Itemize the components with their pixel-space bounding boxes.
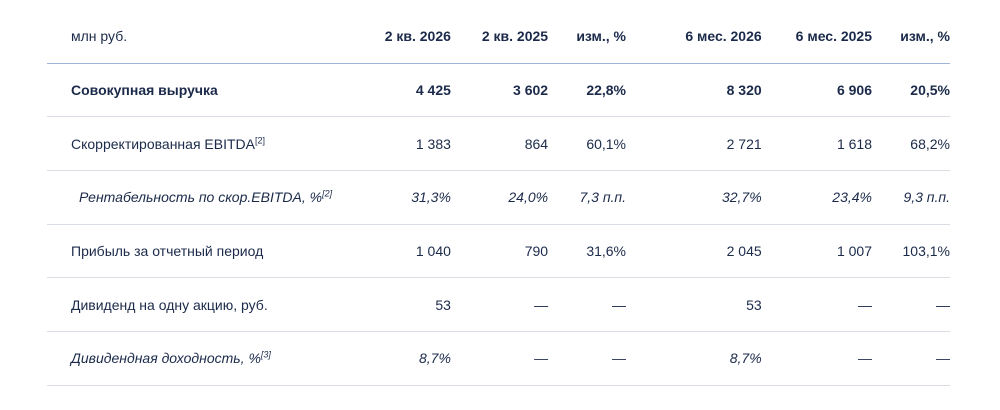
col-header-6m-2026: 6 мес. 2026 (685, 28, 762, 45)
table-header-row: млн руб. 2 кв. 2026 2 кв. 2025 изм., % 6… (47, 10, 950, 63)
cell: 23,4% (832, 189, 872, 206)
col-header-q2-2026: 2 кв. 2026 (384, 28, 451, 45)
row-label-text: Дивидендная доходность, % (71, 350, 261, 367)
row-label: Совокупная выручка (47, 63, 371, 117)
cell: 8,7% (729, 350, 762, 367)
table-row-adjusted-ebitda: Скорректированная EBITDA[2] 1 383 864 60… (47, 117, 950, 171)
cell: 1 040 (415, 242, 451, 259)
col-header-6m-2025: 6 мес. 2025 (795, 28, 872, 45)
cell: 31,6% (586, 242, 627, 259)
row-label-text: Совокупная выручка (71, 81, 218, 98)
row-label-text: Скорректированная EBITDA (71, 135, 255, 152)
row-label: Скорректированная EBITDA[2] (47, 117, 371, 171)
cell: 20,5% (910, 81, 950, 98)
row-label: Рентабельность по скор.EBITDA, %[2] (47, 170, 371, 224)
table-row-dividend-yield: Дивидендная доходность, %[3] 8,7% — — 8,… (47, 331, 950, 386)
cell: 4 425 (415, 81, 451, 98)
table-row-ebitda-margin: Рентабельность по скор.EBITDA, %[2] 31,3… (47, 170, 950, 225)
footnote-ref[interactable]: [2] (322, 188, 333, 199)
cell: — (534, 296, 549, 313)
cell: — (612, 296, 627, 313)
unit-header: млн руб. (71, 28, 128, 45)
row-label-text: Рентабельность по скор.EBITDA, % (79, 189, 323, 206)
row-label-text: Прибыль за отчетный период (71, 242, 264, 259)
cell: 3 602 (513, 81, 549, 98)
cell: 2 721 (726, 135, 762, 152)
cell: 1 383 (415, 135, 451, 152)
table-row-net-profit: Прибыль за отчетный период 1 040 790 31,… (47, 224, 950, 278)
cell: 790 (524, 242, 549, 259)
row-label: Дивидендная доходность, %[3] (47, 331, 371, 385)
cell: 9,3 п.п. (903, 189, 950, 206)
cell: 53 (435, 296, 451, 313)
cell: 68,2% (910, 135, 950, 152)
financial-summary-table-container: млн руб. 2 кв. 2026 2 кв. 2025 изм., % 6… (47, 10, 950, 386)
table-row-total-revenue: Совокупная выручка 4 425 3 602 22,8% 8 3… (47, 63, 950, 117)
financial-summary-table: млн руб. 2 кв. 2026 2 кв. 2025 изм., % 6… (47, 10, 950, 386)
table-row-dividend-per-share: Дивиденд на одну акцию, руб. 53 — — 53 —… (47, 278, 950, 332)
col-header-q-change: изм., % (576, 28, 627, 45)
cell: 8,7% (418, 350, 451, 367)
cell: 24,0% (508, 189, 549, 206)
cell: — (858, 350, 872, 367)
cell: 8 320 (726, 81, 762, 98)
footnote-ref[interactable]: [3] (260, 349, 271, 360)
cell: 6 906 (836, 81, 872, 98)
footnote-ref[interactable]: [2] (254, 134, 265, 145)
cell: 1 618 (836, 135, 872, 152)
cell: 22,8% (586, 81, 627, 98)
cell: 31,3% (411, 189, 451, 206)
col-header-6m-change: изм., % (900, 28, 950, 45)
cell: 864 (524, 135, 549, 152)
cell: 32,7% (721, 189, 762, 206)
cell: — (858, 296, 872, 313)
row-label: Дивиденд на одну акцию, руб. (47, 278, 371, 332)
cell: 103,1% (902, 242, 950, 259)
cell: 2 045 (726, 242, 762, 259)
cell: — (612, 350, 627, 367)
cell: — (936, 296, 950, 313)
cell: 7,3 п.п. (579, 189, 627, 206)
row-label-text: Дивиденд на одну акцию, руб. (71, 296, 268, 313)
cell: 53 (746, 296, 762, 313)
cell: 60,1% (586, 135, 627, 152)
row-label: Прибыль за отчетный период (47, 224, 371, 278)
cell: 1 007 (836, 242, 872, 259)
cell: — (534, 350, 549, 367)
col-header-q2-2025: 2 кв. 2025 (481, 28, 549, 45)
cell: — (936, 350, 950, 367)
